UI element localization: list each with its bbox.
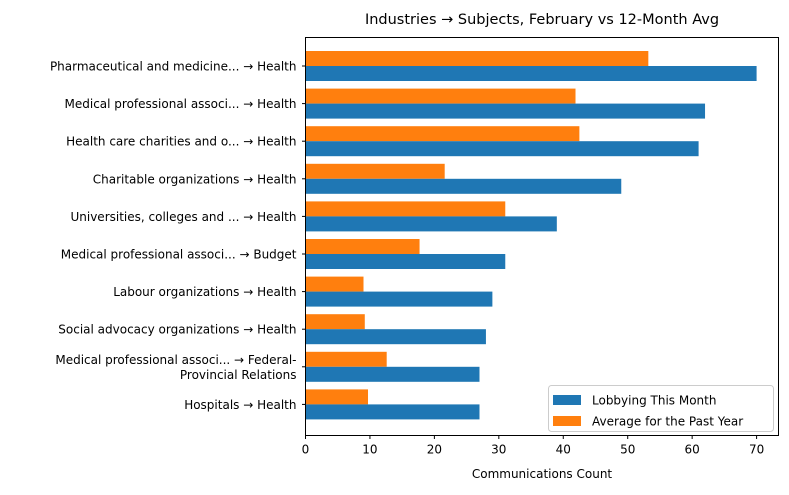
x-tick-label: 60 — [685, 443, 700, 457]
chart-title: Industries → Subjects, February vs 12-Mo… — [365, 12, 719, 28]
x-tick-label: 10 — [362, 443, 377, 457]
y-tick-label: Social advocacy organizations → Health — [58, 323, 296, 337]
y-tick-label: Pharmaceutical and medicine... → Health — [50, 60, 297, 74]
y-tick-label: Medical professional associ... → Federal… — [55, 353, 296, 367]
y-tick-label: Medical professional associ... → Health — [65, 97, 297, 111]
bar-average-past-year — [305, 314, 365, 330]
bar-lobbying-this-month — [305, 254, 506, 269]
bar-average-past-year — [305, 276, 364, 292]
plot-frame — [305, 37, 779, 436]
y-tick-label: Medical professional associ... → Budget — [61, 248, 297, 262]
bar-lobbying-this-month — [305, 329, 486, 345]
y-tick-label: Hospitals → Health — [184, 398, 296, 412]
legend-label: Lobbying This Month — [592, 394, 716, 408]
bar-average-past-year — [305, 389, 369, 405]
bar-average-past-year — [305, 51, 649, 66]
legend-swatch — [553, 416, 581, 426]
legend-box — [548, 385, 774, 432]
y-tick-label: Health care charities and o... → Health — [66, 135, 296, 149]
bar-average-past-year — [305, 126, 580, 142]
x-tick-label: 0 — [302, 443, 310, 457]
y-tick-label: Charitable organizations → Health — [93, 172, 297, 186]
x-tick-label: 30 — [491, 443, 506, 457]
legend: Lobbying This Month Average for the Past … — [548, 385, 774, 432]
bar-lobbying-this-month — [305, 366, 480, 382]
legend-label: Average for the Past Year — [592, 415, 743, 429]
y-tick-label: Labour organizations → Health — [113, 285, 296, 299]
bar-average-past-year — [305, 239, 420, 254]
bar-lobbying-this-month — [305, 103, 706, 119]
bar-lobbying-this-month — [305, 291, 493, 307]
x-tick-label: 70 — [749, 443, 764, 457]
y-tick-label: Provincial Relations — [180, 368, 297, 382]
bar-average-past-year — [305, 201, 506, 217]
bar-lobbying-this-month — [305, 178, 622, 194]
bar-lobbying-this-month — [305, 216, 557, 232]
x-tick-label: 40 — [556, 443, 571, 457]
bar-lobbying-this-month — [305, 404, 480, 420]
bar-lobbying-this-month — [305, 66, 757, 81]
bar-average-past-year — [305, 88, 576, 104]
bar-lobbying-this-month — [305, 141, 699, 157]
x-axis-label: Communications Count — [472, 467, 613, 481]
legend-swatch — [553, 395, 581, 405]
x-tick-label: 20 — [427, 443, 442, 457]
bar-average-past-year — [305, 351, 387, 367]
x-tick-label: 50 — [620, 443, 635, 457]
y-tick-label: Universities, colleges and ... → Health — [70, 210, 296, 224]
bar-average-past-year — [305, 163, 445, 179]
